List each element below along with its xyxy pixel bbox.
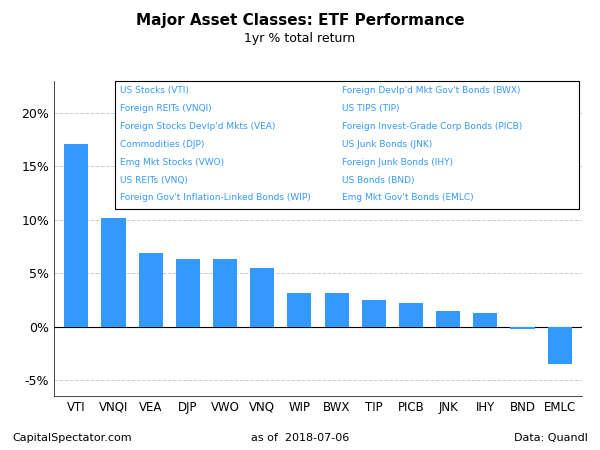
Text: US Junk Bonds (JNK): US Junk Bonds (JNK) bbox=[342, 140, 432, 148]
Bar bbox=[325, 293, 349, 327]
Bar bbox=[287, 293, 311, 327]
Text: as of  2018-07-06: as of 2018-07-06 bbox=[251, 433, 349, 443]
Bar bbox=[473, 313, 497, 327]
Text: Foreign Junk Bonds (IHY): Foreign Junk Bonds (IHY) bbox=[342, 158, 453, 166]
Bar bbox=[362, 300, 386, 327]
Text: Foreign Invest-Grade Corp Bonds (PICB): Foreign Invest-Grade Corp Bonds (PICB) bbox=[342, 122, 522, 130]
Text: Major Asset Classes: ETF Performance: Major Asset Classes: ETF Performance bbox=[136, 13, 464, 28]
Bar bbox=[511, 327, 535, 329]
Bar bbox=[250, 268, 274, 327]
Text: US TIPS (TIP): US TIPS (TIP) bbox=[342, 104, 399, 112]
Text: 1yr % total return: 1yr % total return bbox=[244, 32, 356, 45]
Text: Emg Mkt Gov't Bonds (EMLC): Emg Mkt Gov't Bonds (EMLC) bbox=[342, 194, 473, 202]
Text: Foreign Devlp'd Mkt Gov't Bonds (BWX): Foreign Devlp'd Mkt Gov't Bonds (BWX) bbox=[342, 86, 520, 95]
Bar bbox=[139, 253, 163, 327]
Bar bbox=[64, 144, 88, 327]
Bar bbox=[176, 259, 200, 327]
Bar bbox=[213, 259, 237, 327]
Text: Data: Quandl: Data: Quandl bbox=[514, 433, 588, 443]
Bar bbox=[101, 218, 125, 327]
Bar bbox=[436, 310, 460, 327]
Bar bbox=[399, 303, 423, 327]
Text: US Stocks (VTI): US Stocks (VTI) bbox=[120, 86, 189, 95]
Text: Foreign Gov't Inflation-Linked Bonds (WIP): Foreign Gov't Inflation-Linked Bonds (WI… bbox=[120, 194, 311, 202]
Text: US REITs (VNQ): US REITs (VNQ) bbox=[120, 176, 188, 184]
Text: CapitalSpectator.com: CapitalSpectator.com bbox=[12, 433, 131, 443]
Text: Foreign Stocks Devlp'd Mkts (VEA): Foreign Stocks Devlp'd Mkts (VEA) bbox=[120, 122, 275, 130]
FancyBboxPatch shape bbox=[115, 81, 580, 209]
Text: US Bonds (BND): US Bonds (BND) bbox=[342, 176, 414, 184]
Text: Emg Mkt Stocks (VWO): Emg Mkt Stocks (VWO) bbox=[120, 158, 224, 166]
Text: Commodities (DJP): Commodities (DJP) bbox=[120, 140, 205, 148]
Text: Foreign REITs (VNQI): Foreign REITs (VNQI) bbox=[120, 104, 212, 112]
Bar bbox=[548, 327, 572, 364]
